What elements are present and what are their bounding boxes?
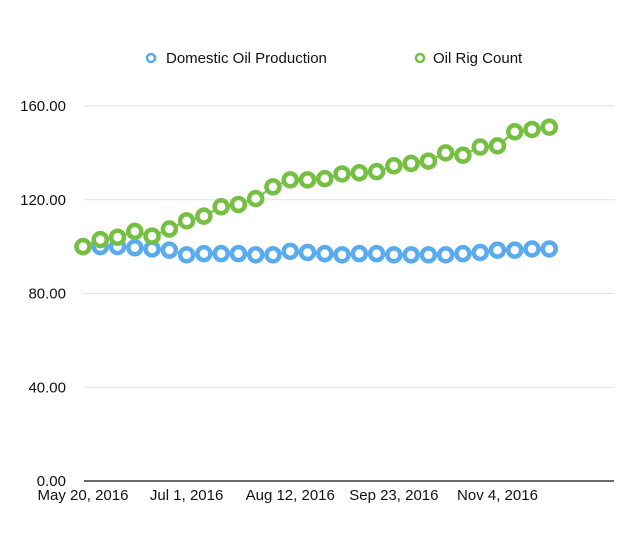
legend-item: Oil Rig Count <box>414 50 523 67</box>
data-point <box>402 154 420 173</box>
data-point <box>264 178 282 196</box>
data-point <box>488 137 507 155</box>
x-tick-label: Sep 23, 2016 <box>349 487 438 504</box>
data-point <box>143 227 161 245</box>
x-tick-label: Aug 12, 2016 <box>246 487 335 504</box>
data-point <box>160 241 179 259</box>
series-oil-rig-count <box>74 118 559 256</box>
data-point <box>246 246 265 264</box>
data-point <box>385 246 403 264</box>
data-point <box>350 164 369 182</box>
data-point <box>195 244 213 263</box>
legend-item: Domestic Oil Production <box>145 50 327 67</box>
legend-label: Domestic Oil Production <box>166 50 327 67</box>
data-point <box>419 152 438 170</box>
data-point <box>454 244 472 263</box>
data-point <box>402 246 420 264</box>
data-point <box>212 198 230 216</box>
data-point <box>471 138 489 156</box>
data-point <box>177 246 196 264</box>
data-point <box>523 240 541 258</box>
data-point <box>160 220 179 238</box>
data-point <box>281 171 299 189</box>
data-point <box>316 169 334 188</box>
data-point <box>506 123 524 141</box>
y-tick-label: 40.00 <box>28 379 66 396</box>
series-layer <box>74 118 559 264</box>
legend-label: Oil Rig Count <box>433 50 523 67</box>
data-point <box>229 244 248 263</box>
data-point <box>246 189 265 208</box>
data-point <box>350 244 369 263</box>
data-point <box>436 246 455 264</box>
data-point <box>108 228 127 246</box>
y-tick-label: 80.00 <box>28 286 66 303</box>
data-point <box>436 144 455 162</box>
y-tick-label: 0.00 <box>37 473 66 490</box>
data-point <box>419 246 438 264</box>
data-point <box>298 171 317 189</box>
x-tick-label: Nov 4, 2016 <box>457 487 538 504</box>
data-point <box>471 243 489 262</box>
x-tick-label: Jul 1, 2016 <box>150 487 223 504</box>
x-tick-label: May 20, 2016 <box>38 487 129 504</box>
data-point <box>229 195 248 214</box>
data-point <box>367 162 386 181</box>
data-point <box>264 246 282 264</box>
gridlines <box>84 105 614 388</box>
data-point <box>506 241 524 259</box>
data-point <box>488 241 507 259</box>
data-point <box>523 120 541 139</box>
data-point <box>126 222 144 241</box>
legend-marker-icon <box>414 52 426 64</box>
data-point <box>91 230 110 249</box>
y-tick-label: 120.00 <box>20 192 66 209</box>
data-point <box>126 239 144 257</box>
data-point <box>195 207 213 225</box>
data-point <box>333 165 351 183</box>
data-point <box>212 244 230 263</box>
data-point <box>540 118 559 136</box>
data-point <box>333 246 351 264</box>
data-point <box>298 243 317 262</box>
x-axis-tick-labels: May 20, 2016 Jul 1, 2016 Aug 12, 2016 Sep 2… <box>38 487 538 504</box>
data-point <box>385 157 403 175</box>
data-point <box>540 240 559 258</box>
data-point <box>454 146 472 164</box>
chart-legend: Domestic Oil Production Oil Rig Count <box>145 50 523 67</box>
data-point <box>177 212 196 230</box>
y-tick-label: 160.00 <box>20 98 66 115</box>
y-axis-tick-labels: 0.00 40.00 80.00 120.00 160.00 <box>20 98 66 490</box>
data-point <box>74 237 92 256</box>
data-point <box>316 244 334 263</box>
legend-marker-icon <box>145 52 157 64</box>
data-point <box>281 242 299 261</box>
data-point <box>367 244 386 263</box>
